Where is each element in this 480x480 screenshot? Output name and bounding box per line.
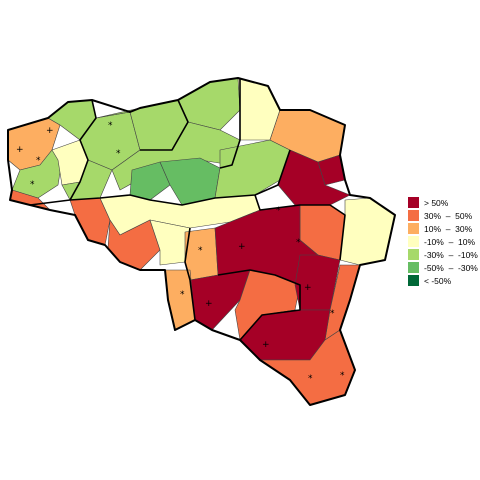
marker-star: * <box>276 206 281 216</box>
legend-row: < -50% <box>408 274 480 287</box>
border-flanders-wallonia <box>29 149 291 206</box>
legend-row: -30% – -10% <box>408 248 480 261</box>
border-east-flanders <box>69 99 97 201</box>
legend-swatch <box>408 275 419 286</box>
legend-row: > 50% <box>408 196 480 209</box>
marker-plus: + <box>205 299 213 309</box>
marker-plus: + <box>16 145 24 155</box>
legend-label: -10% – 10% <box>424 236 476 247</box>
marker-star: * <box>116 149 121 159</box>
legend-row: 10% – 30% <box>408 222 480 235</box>
legend-swatch <box>408 210 419 221</box>
legend-row: 30% – 50% <box>408 209 480 222</box>
marker-star: * <box>340 371 345 381</box>
marker-star: * <box>36 156 41 166</box>
significance-markers: + + * * * * * + * + * + + * * * * <box>16 121 345 384</box>
belgium-outline <box>7 77 396 406</box>
legend-label: -30% – -10% <box>424 249 478 260</box>
region-brussels-darkgreen <box>129 161 171 201</box>
marker-plus: + <box>262 340 270 350</box>
border-liege <box>254 194 346 261</box>
marker-star: * <box>198 246 203 256</box>
region-hainaut-yellow-2 <box>149 219 191 266</box>
marker-star: * <box>180 290 185 300</box>
marker-star: * <box>108 121 113 131</box>
legend-label: -50% – -30% <box>424 262 478 273</box>
marker-plus: + <box>304 283 312 293</box>
legend-swatch <box>408 197 419 208</box>
legend-label: 30% – 50% <box>424 210 473 221</box>
marker-star: * <box>30 180 35 190</box>
marker-star: * <box>296 238 301 248</box>
legend-label: > 50% <box>424 197 449 208</box>
border-limburg <box>219 78 241 169</box>
border-namur-luxembourg <box>217 269 301 341</box>
legend-swatch <box>408 236 419 247</box>
marker-plus: + <box>46 126 54 136</box>
region-flemish-brabant-darkgreen <box>159 157 221 206</box>
border-antwerp <box>140 99 189 151</box>
border-hainaut-namur <box>184 227 196 321</box>
legend: > 50% 30% – 50% 10% – 30% -10% – 10% -30… <box>408 196 480 287</box>
legend-label: 10% – 30% <box>424 223 473 234</box>
legend-label: < -50% <box>424 275 452 286</box>
marker-plus: + <box>238 242 246 252</box>
region-limburg-green <box>214 139 291 199</box>
regions <box>7 77 396 406</box>
marker-star: * <box>308 374 313 384</box>
province-borders <box>29 78 346 341</box>
legend-row: -50% – -30% <box>408 261 480 274</box>
legend-row: -10% – 10% <box>408 235 480 248</box>
legend-swatch <box>408 223 419 234</box>
legend-swatch <box>408 249 419 260</box>
legend-swatch <box>408 262 419 273</box>
marker-star: * <box>330 309 335 319</box>
